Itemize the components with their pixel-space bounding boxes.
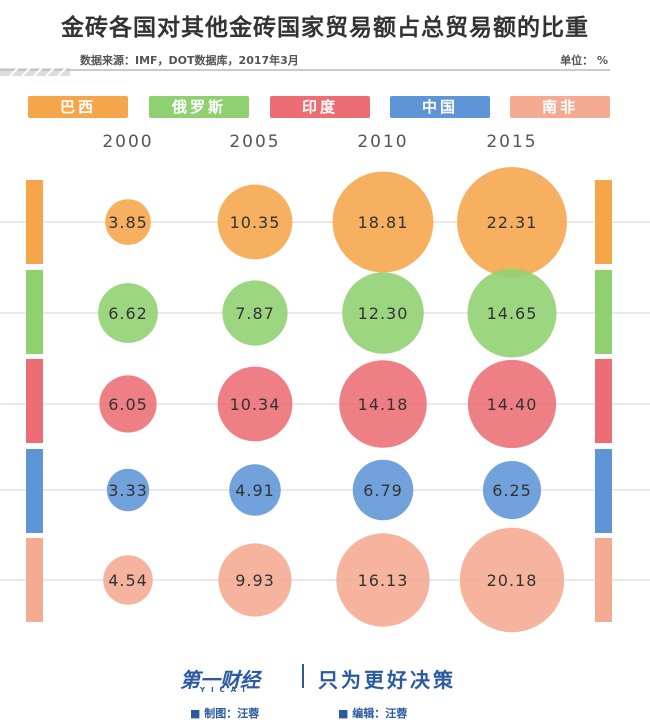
value-label-2-0: 6.05 (108, 395, 148, 414)
legend-south-africa: 南非 (510, 96, 610, 118)
bubble-3-3 (482, 460, 542, 520)
footer-separator (302, 664, 304, 688)
row-bar-left-2 (26, 359, 43, 443)
bubble-0-3 (457, 167, 567, 277)
bubble-4-3 (459, 527, 565, 633)
row-bar-left-1 (26, 270, 43, 354)
bubble-3-1 (229, 464, 281, 516)
row-bar-right-2 (595, 359, 612, 443)
credit-chart: ■ 制图：汪蓉 (190, 707, 260, 720)
unit-label: 单位： % (560, 54, 608, 67)
data-source: 数据来源：IMF，DOT数据库，2017年3月 (80, 54, 299, 67)
value-label-1-3: 14.65 (487, 304, 538, 323)
credit-editor: ■ 编辑：汪蓉 (338, 707, 408, 720)
value-label-4-1: 9.93 (235, 571, 275, 590)
bubble-1-2 (342, 272, 424, 354)
bubble-3-2 (352, 459, 414, 521)
bubble-0-2 (332, 171, 434, 273)
bubble-2-0 (99, 375, 157, 433)
bubble-1-3 (467, 268, 557, 358)
legend-russia: 俄罗斯 (149, 96, 249, 118)
value-label-2-2: 14.18 (358, 395, 409, 414)
bubble-4-1 (218, 543, 292, 617)
value-label-0-1: 10.35 (230, 213, 281, 232)
value-label-3-1: 4.91 (235, 481, 275, 500)
value-label-1-0: 6.62 (108, 304, 148, 323)
row-bar-left-0 (26, 180, 43, 264)
value-label-4-2: 16.13 (358, 571, 409, 590)
value-label-1-2: 12.30 (358, 304, 409, 323)
bubble-4-0 (103, 555, 153, 605)
bubble-1-1 (222, 280, 288, 346)
bubble-2-3 (467, 359, 557, 449)
year-label-2010: 2010 (357, 132, 408, 152)
row-bar-right-3 (595, 449, 612, 533)
value-label-0-3: 22.31 (487, 213, 538, 232)
bubble-2-1 (217, 366, 293, 442)
bubble-1-0 (98, 283, 158, 343)
value-label-4-3: 20.18 (487, 571, 538, 590)
year-label-2015: 2015 (486, 132, 537, 152)
row-bar-right-4 (595, 538, 612, 622)
header-rule (0, 67, 610, 77)
row-bar-right-0 (595, 180, 612, 264)
row-bar-left-4 (26, 538, 43, 622)
value-label-0-0: 3.85 (108, 213, 148, 232)
year-label-2005: 2005 (229, 132, 280, 152)
value-label-4-0: 4.54 (108, 571, 148, 590)
legend-india: 印度 (270, 96, 370, 118)
value-label-0-2: 18.81 (358, 213, 409, 232)
value-label-1-1: 7.87 (235, 304, 275, 323)
legend-china: 中国 (390, 96, 490, 118)
value-label-2-3: 14.40 (487, 395, 538, 414)
legend-brazil: 巴西 (28, 96, 128, 118)
yicai-logo: 第一财经 (180, 668, 260, 692)
chart-title: 金砖各国对其他金砖国家贸易额占总贸易额的比重 (61, 14, 589, 41)
bubble-0-0 (105, 199, 151, 245)
bubble-3-0 (106, 468, 150, 512)
yicai-logo-sub: YICAI (200, 686, 251, 694)
row-bar-right-1 (595, 270, 612, 354)
footer-slogan: 只为更好决策 (318, 668, 456, 692)
value-label-3-2: 6.79 (363, 481, 403, 500)
row-bar-left-3 (26, 449, 43, 533)
value-label-3-0: 3.33 (108, 481, 148, 500)
value-label-2-1: 10.34 (230, 395, 281, 414)
year-label-2000: 2000 (102, 132, 153, 152)
bubble-2-2 (339, 360, 427, 448)
value-label-3-3: 6.25 (492, 481, 532, 500)
bubble-0-1 (217, 184, 293, 260)
bubble-4-2 (336, 533, 430, 627)
